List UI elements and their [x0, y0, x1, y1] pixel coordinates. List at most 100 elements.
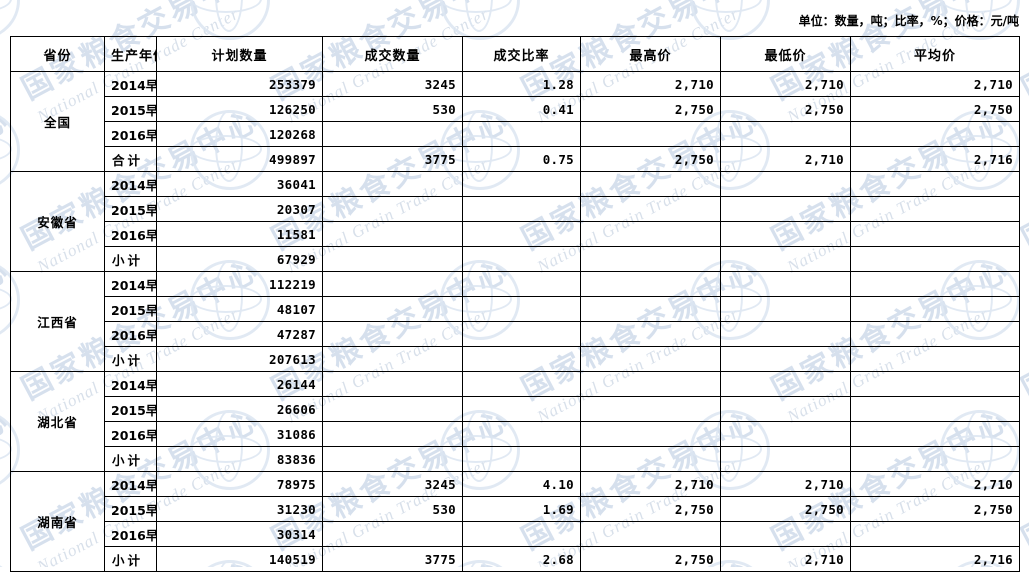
province-cell: 全国 [10, 71, 105, 172]
highest-price-cell [580, 296, 721, 322]
deal-rate-cell: 2.68 [462, 546, 581, 572]
highest-price-cell: 2,710 [580, 71, 721, 97]
table-row: 2016早籼稻120268 [11, 121, 1020, 147]
highest-price-cell [580, 346, 721, 372]
plan-quantity-cell: 31230 [156, 496, 323, 522]
header-row: 省份 生产年份 计划数量 成交数量 成交比率 最高价 最低价 平均价 [10, 36, 1020, 72]
lowest-price-cell [720, 521, 851, 547]
plan-quantity-cell: 48107 [156, 296, 323, 322]
deal-quantity-cell [322, 121, 463, 147]
production-year-cell: 2016早籼稻 [104, 321, 157, 347]
highest-price-cell [580, 521, 721, 547]
average-price-cell [850, 521, 1020, 547]
table-row: 2015早籼稻26606 [11, 396, 1020, 422]
lowest-price-cell: 2,750 [720, 496, 851, 522]
watermark-globe-icon [190, 0, 270, 40]
highest-price-cell [580, 396, 721, 422]
deal-rate-cell [462, 321, 581, 347]
plan-quantity-cell: 140519 [156, 546, 323, 572]
lowest-price-cell [720, 246, 851, 272]
production-year-cell: 合计 [104, 146, 157, 172]
average-price-cell: 2,716 [850, 546, 1020, 572]
plan-quantity-cell: 30314 [156, 521, 323, 547]
production-year-cell: 2014早籼稻 [104, 71, 157, 97]
production-year-cell: 2015早籼稻 [104, 396, 157, 422]
lowest-price-cell: 2,710 [720, 71, 851, 97]
lowest-price-cell [720, 296, 851, 322]
table-row: 2015早籼稻20307 [11, 196, 1020, 222]
plan-quantity-cell: 31086 [156, 421, 323, 447]
production-year-cell: 2014早籼稻 [104, 471, 157, 497]
column-header-plan-quantity: 计划数量 [156, 36, 323, 72]
highest-price-cell: 2,750 [580, 96, 721, 122]
average-price-cell [850, 246, 1020, 272]
deal-rate-cell [462, 296, 581, 322]
province-cell: 湖南省 [10, 471, 105, 572]
deal-quantity-cell: 530 [322, 496, 463, 522]
highest-price-cell [580, 321, 721, 347]
lowest-price-cell: 2,750 [720, 96, 851, 122]
column-header-average-price: 平均价 [850, 36, 1020, 72]
column-header-lowest-price: 最低价 [720, 36, 851, 72]
plan-quantity-cell: 26606 [156, 396, 323, 422]
highest-price-cell: 2,750 [580, 146, 721, 172]
deal-quantity-cell: 3245 [322, 471, 463, 497]
lowest-price-cell [720, 271, 851, 297]
average-price-cell [850, 421, 1020, 447]
production-year-cell: 2015早籼稻 [104, 496, 157, 522]
plan-quantity-cell: 78975 [156, 471, 323, 497]
plan-quantity-cell: 36041 [156, 171, 323, 197]
deal-rate-cell: 0.41 [462, 96, 581, 122]
deal-rate-cell: 1.69 [462, 496, 581, 522]
table-row: 湖北省2014早籼稻26144 [10, 371, 1020, 472]
lowest-price-cell [720, 346, 851, 372]
deal-rate-cell [462, 421, 581, 447]
highest-price-cell [580, 171, 721, 197]
production-year-cell: 小计 [104, 446, 157, 472]
deal-quantity-cell: 3775 [322, 546, 463, 572]
highest-price-cell [580, 421, 721, 447]
table-row: 2016早籼稻30314 [11, 521, 1020, 547]
table-row: 江西省2014早籼稻112219 [10, 271, 1020, 372]
province-cell: 安徽省 [10, 171, 105, 272]
plan-quantity-cell: 20307 [156, 196, 323, 222]
deal-quantity-cell [322, 171, 463, 197]
highest-price-cell [580, 121, 721, 147]
production-year-cell: 小计 [104, 246, 157, 272]
table-header: 省份 生产年份 计划数量 成交数量 成交比率 最高价 最低价 平均价 [10, 36, 1020, 72]
deal-rate-cell [462, 196, 581, 222]
highest-price-cell: 2,750 [580, 546, 721, 572]
deal-quantity-cell [322, 396, 463, 422]
deal-quantity-cell [322, 421, 463, 447]
production-year-cell: 2015早籼稻 [104, 96, 157, 122]
plan-quantity-cell: 112219 [156, 271, 323, 297]
plan-quantity-cell: 207613 [156, 346, 323, 372]
province-cell: 江西省 [10, 271, 105, 372]
average-price-cell: 2,750 [850, 496, 1020, 522]
province-cell: 湖北省 [10, 371, 105, 472]
average-price-cell [850, 346, 1020, 372]
column-header-deal-quantity: 成交数量 [322, 36, 463, 72]
deal-rate-cell: 0.75 [462, 146, 581, 172]
column-header-highest-price: 最高价 [580, 36, 721, 72]
plan-quantity-cell: 26144 [156, 371, 323, 397]
plan-quantity-cell: 253379 [156, 71, 323, 97]
average-price-cell: 2,710 [850, 71, 1020, 97]
deal-quantity-cell [322, 246, 463, 272]
deal-rate-cell [462, 271, 581, 297]
plan-quantity-cell: 120268 [156, 121, 323, 147]
deal-rate-cell: 4.10 [462, 471, 581, 497]
deal-rate-cell [462, 521, 581, 547]
highest-price-cell [580, 221, 721, 247]
deal-rate-cell [462, 446, 581, 472]
deal-rate-cell [462, 371, 581, 397]
deal-rate-cell [462, 346, 581, 372]
average-price-cell [850, 221, 1020, 247]
highest-price-cell [580, 371, 721, 397]
column-header-deal-rate: 成交比率 [462, 36, 581, 72]
highest-price-cell [580, 271, 721, 297]
deal-quantity-cell [322, 196, 463, 222]
lowest-price-cell [720, 121, 851, 147]
deal-quantity-cell [322, 521, 463, 547]
